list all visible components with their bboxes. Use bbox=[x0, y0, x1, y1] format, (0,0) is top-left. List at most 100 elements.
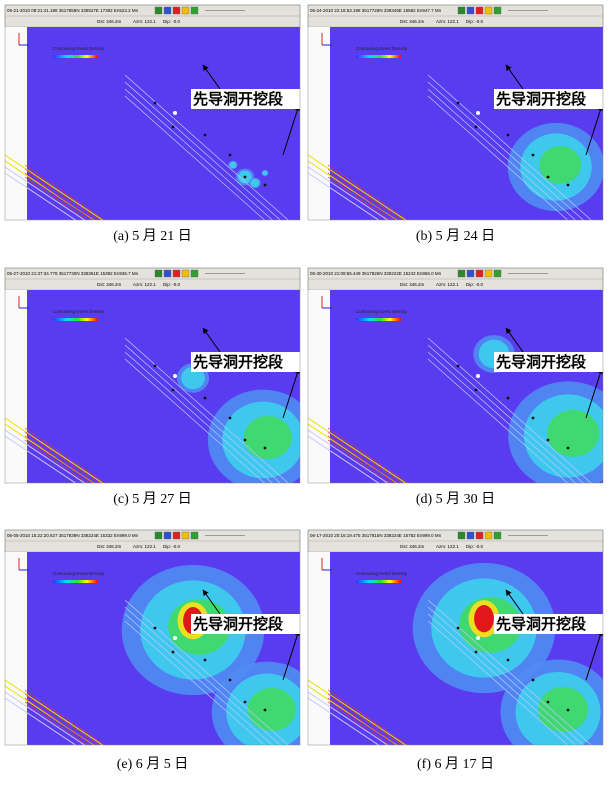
callout-label: 先导洞开挖段 bbox=[496, 353, 586, 371]
toolbar-button bbox=[494, 532, 501, 539]
event-dot bbox=[244, 701, 247, 704]
event-dot bbox=[172, 126, 175, 129]
toolbar-text: 05-21-2010 08:21:41.198 3517859N 338527E… bbox=[7, 8, 139, 13]
event-dot bbox=[264, 184, 267, 187]
map: Contouring Event Density bbox=[308, 552, 608, 789]
toolbar-button bbox=[458, 270, 465, 277]
legend-label: Contouring Event Density bbox=[356, 309, 408, 314]
caption: (c) 5 月 27 日 bbox=[113, 491, 192, 507]
toolbar-button bbox=[494, 7, 501, 14]
density-low bbox=[230, 162, 237, 168]
station-dot bbox=[476, 374, 480, 378]
event-dot bbox=[204, 397, 207, 400]
legend-bar bbox=[53, 318, 98, 321]
event-dot bbox=[507, 134, 510, 137]
legend-label: Contouring Event Density bbox=[53, 309, 105, 314]
event-dot bbox=[547, 439, 550, 442]
toolbar-button bbox=[182, 532, 189, 539]
toolbar-text: 06-17-2010 20:16:19.475 3517815N 338224E… bbox=[310, 533, 442, 538]
toolbar-button bbox=[164, 270, 171, 277]
toolbar-field: Dip: -0.0 bbox=[466, 19, 484, 24]
toolbar-button bbox=[458, 532, 465, 539]
event-dot bbox=[567, 447, 570, 450]
event-dot bbox=[475, 651, 478, 654]
toolbar-button bbox=[191, 270, 198, 277]
toolbar-button bbox=[155, 532, 162, 539]
panel: 06-05-2010 15:22:20.627 3517839N 338224E… bbox=[5, 530, 322, 789]
page: 05-21-2010 08:21:41.198 3517859N 338527E… bbox=[0, 0, 608, 789]
side-strip bbox=[5, 27, 27, 220]
event-dot bbox=[507, 397, 510, 400]
station-dot bbox=[476, 636, 480, 640]
event-dot bbox=[547, 701, 550, 704]
density-low bbox=[262, 171, 267, 176]
toolbar-field: Dst: 346.2m bbox=[97, 19, 122, 24]
event-dot bbox=[532, 679, 535, 682]
toolbar-field: Azm: 122.1 bbox=[436, 544, 459, 549]
toolbar-field: Dst: 346.2m bbox=[97, 282, 122, 287]
caption: (f) 6 月 17 日 bbox=[417, 756, 494, 772]
toolbar-field: Azm: 122.1 bbox=[436, 19, 459, 24]
caption: (d) 5 月 30 日 bbox=[416, 491, 495, 507]
toolbar-field: Dst: 346.2m bbox=[400, 544, 425, 549]
toolbar-button bbox=[467, 270, 474, 277]
toolbar-button bbox=[458, 7, 465, 14]
toolbar-field: Dst: 346.2m bbox=[97, 544, 122, 549]
panel: 05-30-2010 21:09:55.449 3517826N 338222E… bbox=[308, 268, 608, 530]
panel: 06-17-2010 20:16:19.475 3517815N 338224E… bbox=[308, 530, 608, 789]
event-dot bbox=[154, 102, 157, 105]
event-dot bbox=[532, 154, 535, 157]
legend-bar bbox=[356, 318, 401, 321]
event-dot bbox=[154, 365, 157, 368]
toolbar-text: 05-27-2010 21:37:34.778 3517730N 338361E… bbox=[7, 271, 139, 276]
event-dot bbox=[507, 659, 510, 662]
legend-bar bbox=[53, 580, 98, 583]
toolbar-button bbox=[173, 7, 180, 14]
legend-label: Contouring Event Density bbox=[356, 46, 408, 51]
event-dot bbox=[567, 184, 570, 187]
density-mid bbox=[244, 416, 292, 459]
callout-label: 先导洞开挖段 bbox=[496, 615, 586, 633]
toolbar-field: Azm: 122.1 bbox=[133, 282, 156, 287]
toolbar-button bbox=[182, 270, 189, 277]
panel: 05-27-2010 21:37:34.778 3517730N 338361E… bbox=[5, 268, 318, 530]
toolbar-button bbox=[467, 532, 474, 539]
toolbar-field: Dip: -0.0 bbox=[466, 282, 484, 287]
toolbar-field: Azm: 122.1 bbox=[133, 19, 156, 24]
toolbar-field: Azm: 122.1 bbox=[436, 282, 459, 287]
toolbar-button bbox=[485, 7, 492, 14]
toolbar-field: Dip: -0.0 bbox=[163, 544, 181, 549]
toolbar-field: Dip: -0.0 bbox=[163, 19, 181, 24]
panel: 05-21-2010 08:21:41.198 3517859N 338527E… bbox=[5, 5, 305, 267]
toolbar-field: Dst: 346.2m bbox=[400, 282, 425, 287]
event-dot bbox=[475, 126, 478, 129]
map: Contouring Event Density bbox=[5, 552, 322, 789]
toolbar-button bbox=[191, 532, 198, 539]
event-dot bbox=[229, 154, 232, 157]
toolbar-button bbox=[191, 7, 198, 14]
toolbar-button bbox=[476, 532, 483, 539]
side-strip bbox=[308, 27, 330, 220]
event-dot bbox=[204, 134, 207, 137]
density-peak bbox=[474, 605, 494, 632]
caption: (e) 6 月 5 日 bbox=[117, 756, 189, 772]
density-mid bbox=[547, 410, 599, 457]
station-dot bbox=[173, 374, 177, 378]
event-dot bbox=[457, 365, 460, 368]
event-dot bbox=[475, 389, 478, 392]
density-mid bbox=[248, 688, 296, 731]
toolbar-button bbox=[485, 532, 492, 539]
event-dot bbox=[244, 176, 247, 179]
event-dot bbox=[457, 102, 460, 105]
event-dot bbox=[229, 679, 232, 682]
toolbar-button bbox=[173, 270, 180, 277]
toolbar-button bbox=[155, 7, 162, 14]
toolbar-text: 05-24-2010 22:18:53.198 3517728N 338345E… bbox=[310, 8, 442, 13]
caption: (b) 5 月 24 日 bbox=[416, 228, 495, 244]
callout-label: 先导洞开挖段 bbox=[496, 90, 586, 108]
event-dot bbox=[204, 659, 207, 662]
toolbar-button bbox=[494, 270, 501, 277]
toolbar-button bbox=[182, 7, 189, 14]
toolbar-text: 06-05-2010 15:22:20.627 3517839N 338224E… bbox=[7, 533, 139, 538]
toolbar-field: Dip: -0.0 bbox=[466, 544, 484, 549]
